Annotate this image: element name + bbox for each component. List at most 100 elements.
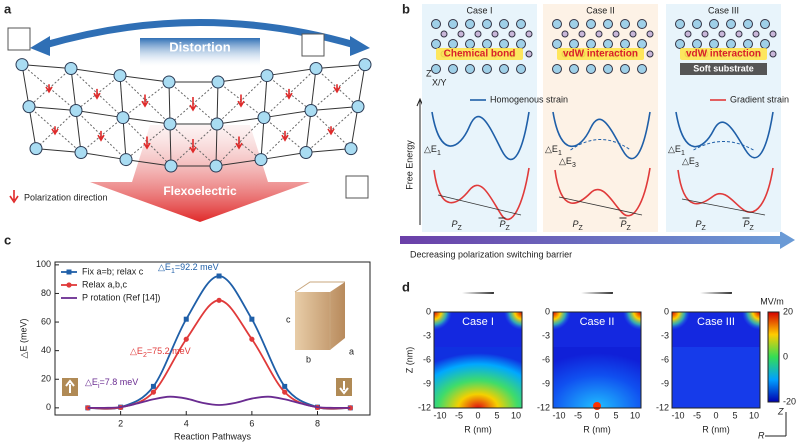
- y-tick-label: 20: [41, 374, 51, 384]
- bond: [122, 117, 127, 160]
- mask: [432, 294, 524, 312]
- mask: [551, 294, 643, 312]
- atom: [465, 19, 475, 29]
- bond: [21, 64, 30, 107]
- atom: [29, 142, 43, 156]
- case-bg: [543, 4, 658, 232]
- legend-text: Gradient strain: [730, 94, 789, 104]
- panel-c: c 0 20 40 60 80 100 2 4 6 8 Reaction Pathways △E (m…: [4, 232, 371, 441]
- z-tick-label: -12: [656, 402, 669, 412]
- legend-marker: [66, 282, 72, 288]
- x-tick-label: 0: [713, 410, 718, 420]
- bond: [217, 75, 268, 83]
- interface-label: Chemical bond: [444, 49, 516, 60]
- case-title: Case I: [466, 5, 492, 15]
- x-tick-label: 6: [249, 418, 254, 428]
- subscript: 1: [171, 268, 175, 275]
- marker: [249, 316, 255, 322]
- subscript: 1: [437, 150, 441, 157]
- atom: [499, 19, 509, 29]
- homog-curve: [552, 111, 651, 160]
- colorbar: [767, 311, 780, 403]
- interface: [680, 48, 767, 60]
- atom: [629, 30, 637, 38]
- z-tick-label: -6: [661, 354, 669, 364]
- x-tick-label: -10: [433, 410, 446, 420]
- bond: [70, 68, 77, 111]
- tangent: [681, 198, 766, 216]
- bond: [215, 123, 218, 167]
- atom: [431, 19, 441, 29]
- bond: [80, 152, 127, 161]
- dashed-curve: [693, 141, 754, 151]
- x-tick-label: 0: [594, 410, 599, 420]
- pol-arrow: [339, 381, 349, 395]
- inset-label: a: [349, 346, 354, 356]
- atom: [482, 19, 492, 29]
- barrier-label: Decreasing polarization switching barrie…: [410, 249, 572, 259]
- legend-arrow: [9, 190, 19, 204]
- field-bottom: [434, 347, 522, 408]
- atom: [646, 30, 654, 38]
- mask: [654, 294, 672, 334]
- atom: [431, 64, 441, 74]
- symbol: △E: [559, 156, 572, 166]
- atom: [675, 39, 685, 49]
- panel-d: d Case I -10 -5 0 5 10 R (nm) 0 -3 -6 -9 -12 Case II…: [402, 279, 796, 440]
- atom: [119, 153, 133, 167]
- case-title: Case III: [708, 5, 739, 15]
- tangent: [558, 196, 643, 216]
- arrow-head: [780, 231, 795, 249]
- icon: [301, 33, 325, 57]
- atom: [726, 19, 736, 29]
- atom: [211, 75, 225, 89]
- bond: [75, 110, 82, 153]
- symbol: △E: [545, 144, 558, 154]
- case-title: Case II: [586, 5, 615, 15]
- atom: [499, 39, 509, 49]
- homog-curve: [675, 111, 774, 159]
- polarization-arrow: [237, 94, 245, 108]
- polarization-arrow: [93, 88, 101, 100]
- interface-label: vdW interaction: [686, 49, 761, 60]
- atom: [299, 145, 313, 159]
- symbol: P: [573, 219, 579, 229]
- x-tick-label: 5: [732, 410, 737, 420]
- marker: [249, 336, 255, 342]
- polarization-arrow: [97, 130, 105, 142]
- atom: [569, 19, 579, 29]
- atom: [569, 64, 579, 74]
- axis-xy: X/Y: [432, 77, 447, 87]
- symbol: △E: [682, 156, 695, 166]
- hot-spot: [593, 402, 601, 410]
- atom: [637, 39, 647, 49]
- panel-label: c: [4, 232, 11, 247]
- atom: [752, 30, 760, 38]
- bond: [28, 106, 37, 149]
- frame: [671, 311, 761, 409]
- polarization-arrow: [327, 126, 335, 136]
- label: △E1=92.2 meV: [158, 262, 219, 274]
- diag: [122, 117, 172, 167]
- atom: [552, 39, 562, 49]
- grad-curve: [433, 167, 530, 221]
- x-label: R (nm): [464, 424, 492, 434]
- frame: [433, 311, 523, 409]
- atom: [448, 19, 458, 29]
- polarization-arrow: [45, 84, 53, 94]
- atom: [769, 50, 777, 58]
- label: △E3: [559, 156, 576, 168]
- homog-curve: [431, 111, 530, 161]
- atom: [769, 30, 777, 38]
- text: =92.2 meV: [175, 262, 219, 272]
- atom: [586, 64, 596, 74]
- axis-z: Z: [777, 406, 784, 416]
- y-label: △E (meV): [18, 319, 28, 359]
- subscript: Z: [458, 225, 463, 232]
- bond: [75, 110, 124, 119]
- diag: [35, 110, 77, 149]
- barrier-bar: [400, 236, 780, 244]
- atom: [620, 39, 630, 49]
- label: △E3: [682, 156, 699, 168]
- bond: [350, 106, 359, 149]
